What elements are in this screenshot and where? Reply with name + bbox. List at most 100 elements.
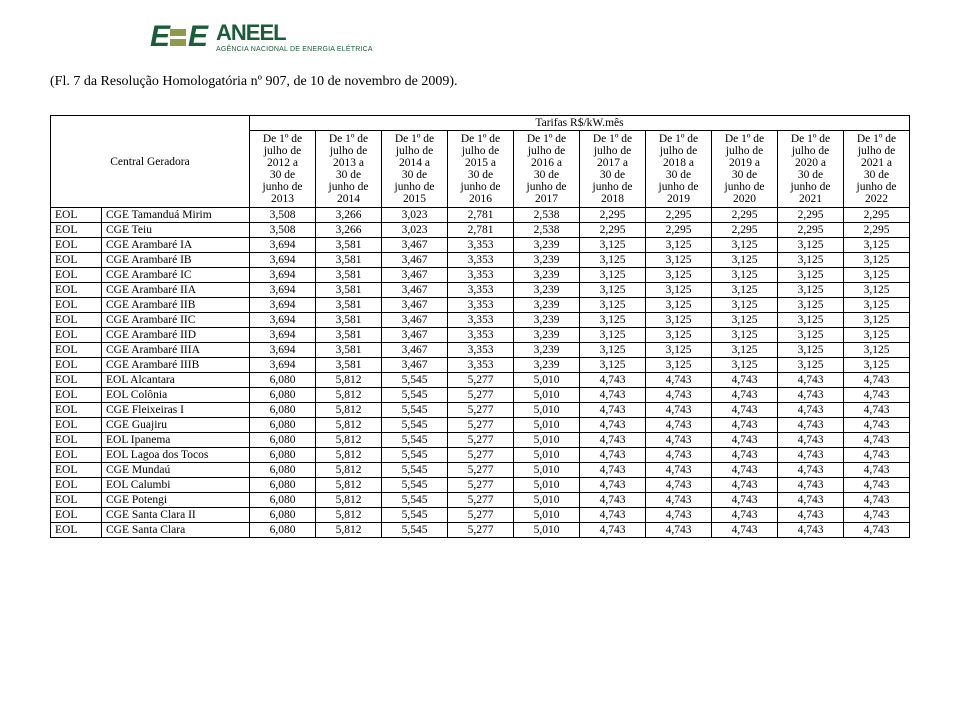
row-name: EOL Calumbi bbox=[102, 478, 250, 493]
tariff-table: Central Geradora Tarifas R$/kW.mês De 1º… bbox=[50, 115, 910, 538]
row-name: CGE Arambaré IIB bbox=[102, 298, 250, 313]
period-header: De 1º dejulho de2013 a30 dejunho de2014 bbox=[316, 131, 382, 208]
period-line: 2021 bbox=[780, 193, 841, 205]
cell-value: 3,694 bbox=[250, 283, 316, 298]
table-row: EOLCGE Fleixeiras I6,0805,8125,5455,2775… bbox=[51, 403, 910, 418]
cell-value: 2,295 bbox=[646, 208, 712, 223]
cell-value: 3,125 bbox=[778, 268, 844, 283]
cell-value: 3,125 bbox=[646, 283, 712, 298]
cell-value: 6,080 bbox=[250, 388, 316, 403]
cell-value: 3,581 bbox=[316, 358, 382, 373]
cell-value: 4,743 bbox=[778, 373, 844, 388]
row-name: CGE Santa Clara II bbox=[102, 508, 250, 523]
row-name: CGE Arambaré IIIB bbox=[102, 358, 250, 373]
cell-value: 3,694 bbox=[250, 298, 316, 313]
cell-value: 3,353 bbox=[448, 328, 514, 343]
cell-value: 5,277 bbox=[448, 508, 514, 523]
cell-value: 4,743 bbox=[778, 463, 844, 478]
cell-value: 2,295 bbox=[580, 208, 646, 223]
cell-value: 4,743 bbox=[844, 523, 910, 538]
period-line: junho de bbox=[714, 181, 775, 193]
cell-value: 3,125 bbox=[844, 298, 910, 313]
period-line: julho de bbox=[252, 145, 313, 157]
cell-value: 4,743 bbox=[778, 523, 844, 538]
cell-value: 2,295 bbox=[778, 223, 844, 238]
cell-value: 3,581 bbox=[316, 268, 382, 283]
cell-value: 6,080 bbox=[250, 403, 316, 418]
cell-value: 3,353 bbox=[448, 268, 514, 283]
cell-value: 3,125 bbox=[580, 238, 646, 253]
cell-value: 5,010 bbox=[514, 448, 580, 463]
row-code: EOL bbox=[51, 478, 102, 493]
cell-value: 3,125 bbox=[844, 358, 910, 373]
row-name: EOL Colônia bbox=[102, 388, 250, 403]
period-line: De 1º de bbox=[714, 133, 775, 145]
cell-value: 4,743 bbox=[712, 523, 778, 538]
cell-value: 5,545 bbox=[382, 478, 448, 493]
period-line: 2019 bbox=[648, 193, 709, 205]
cell-value: 4,743 bbox=[580, 403, 646, 418]
cell-value: 3,581 bbox=[316, 253, 382, 268]
cell-value: 4,743 bbox=[712, 448, 778, 463]
period-line: 2020 bbox=[714, 193, 775, 205]
cell-value: 3,239 bbox=[514, 298, 580, 313]
cell-value: 4,743 bbox=[844, 433, 910, 448]
cell-value: 5,812 bbox=[316, 373, 382, 388]
row-code: EOL bbox=[51, 298, 102, 313]
row-code: EOL bbox=[51, 388, 102, 403]
cell-value: 3,125 bbox=[580, 253, 646, 268]
period-line: julho de bbox=[648, 145, 709, 157]
cell-value: 4,743 bbox=[712, 388, 778, 403]
cell-value: 5,277 bbox=[448, 463, 514, 478]
cell-value: 5,277 bbox=[448, 478, 514, 493]
period-line: 2020 a bbox=[780, 157, 841, 169]
cell-value: 3,125 bbox=[580, 343, 646, 358]
cell-value: 2,781 bbox=[448, 208, 514, 223]
cell-value: 3,125 bbox=[712, 238, 778, 253]
period-header: De 1º dejulho de2015 a30 dejunho de2016 bbox=[448, 131, 514, 208]
cell-value: 5,812 bbox=[316, 403, 382, 418]
period-line: 2014 bbox=[318, 193, 379, 205]
document-page: E E ANEEL AGÊNCIA NACIONAL DE ENERGIA EL… bbox=[0, 0, 960, 578]
cell-value: 4,743 bbox=[844, 373, 910, 388]
cell-value: 3,467 bbox=[382, 343, 448, 358]
cell-value: 6,080 bbox=[250, 478, 316, 493]
table-row: EOLEOL Lagoa dos Tocos6,0805,8125,5455,2… bbox=[51, 448, 910, 463]
cell-value: 3,581 bbox=[316, 283, 382, 298]
cell-value: 3,508 bbox=[250, 223, 316, 238]
cell-value: 5,010 bbox=[514, 463, 580, 478]
cell-value: 4,743 bbox=[580, 418, 646, 433]
cell-value: 3,467 bbox=[382, 268, 448, 283]
row-name: CGE Arambaré IIA bbox=[102, 283, 250, 298]
period-line: 30 de bbox=[780, 169, 841, 181]
row-code: EOL bbox=[51, 508, 102, 523]
period-line: 30 de bbox=[582, 169, 643, 181]
cell-value: 5,545 bbox=[382, 463, 448, 478]
cell-value: 3,125 bbox=[778, 238, 844, 253]
agency-logo: E E ANEEL AGÊNCIA NACIONAL DE ENERGIA EL… bbox=[150, 20, 910, 54]
cell-value: 3,694 bbox=[250, 358, 316, 373]
cell-value: 4,743 bbox=[580, 448, 646, 463]
cell-value: 2,295 bbox=[646, 223, 712, 238]
cell-value: 6,080 bbox=[250, 508, 316, 523]
cell-value: 4,743 bbox=[778, 493, 844, 508]
cell-value: 4,743 bbox=[712, 493, 778, 508]
row-code: EOL bbox=[51, 418, 102, 433]
cell-value: 5,277 bbox=[448, 373, 514, 388]
period-header: De 1º dejulho de2016 a30 dejunho de2017 bbox=[514, 131, 580, 208]
period-line: 2018 bbox=[582, 193, 643, 205]
period-line: 2016 a bbox=[516, 157, 577, 169]
cell-value: 3,125 bbox=[646, 298, 712, 313]
period-line: junho de bbox=[384, 181, 445, 193]
cell-value: 2,781 bbox=[448, 223, 514, 238]
cell-value: 3,239 bbox=[514, 238, 580, 253]
cell-value: 4,743 bbox=[844, 478, 910, 493]
cell-value: 5,545 bbox=[382, 493, 448, 508]
table-row: EOLCGE Arambaré IIA3,6943,5813,4673,3533… bbox=[51, 283, 910, 298]
cell-value: 3,125 bbox=[646, 268, 712, 283]
cell-value: 6,080 bbox=[250, 463, 316, 478]
cell-value: 5,010 bbox=[514, 403, 580, 418]
cell-value: 6,080 bbox=[250, 433, 316, 448]
cell-value: 6,080 bbox=[250, 523, 316, 538]
cell-value: 3,125 bbox=[778, 343, 844, 358]
